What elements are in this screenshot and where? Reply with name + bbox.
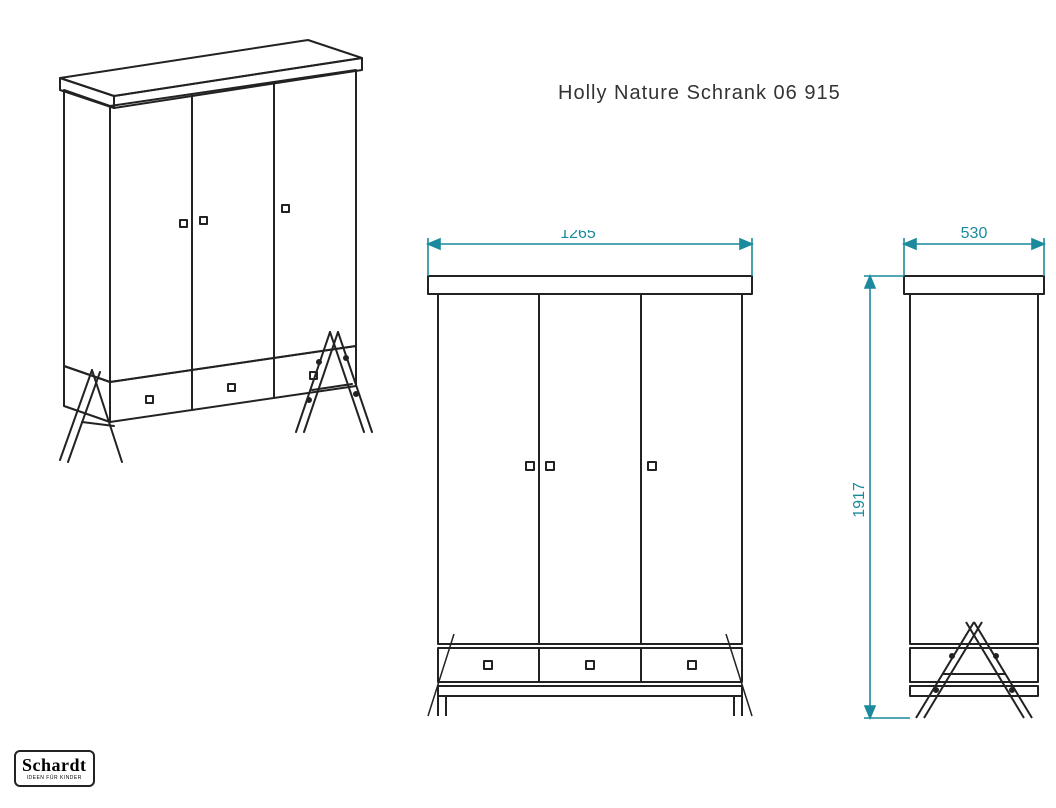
dim-width: 1265 bbox=[560, 230, 596, 242]
front-view: 1265 bbox=[410, 230, 770, 730]
logo-subtitle: IDEEN FÜR KINDER bbox=[22, 776, 87, 781]
side-view: 530 1917 bbox=[846, 220, 1056, 740]
iso-view bbox=[30, 30, 390, 490]
logo-text: Schardt bbox=[22, 755, 87, 775]
brand-logo: Schardt IDEEN FÜR KINDER bbox=[14, 750, 95, 787]
dim-height: 1917 bbox=[851, 482, 868, 518]
drawing-title: Holly Nature Schrank 06 915 bbox=[558, 82, 841, 105]
dim-depth: 530 bbox=[961, 225, 988, 242]
